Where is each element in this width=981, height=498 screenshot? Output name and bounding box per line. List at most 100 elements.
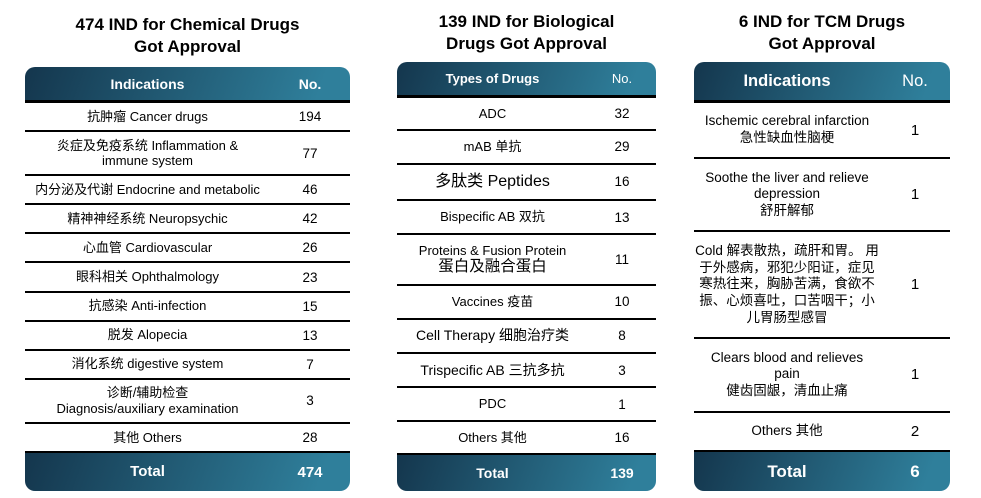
row-value: 1 — [910, 121, 920, 139]
panel-biological-drugs: 139 IND for Biological Drugs Got Approva… — [397, 0, 656, 498]
table-row: Others 其他 16 — [397, 422, 656, 456]
row-value: 15 — [302, 298, 318, 314]
row-value: 11 — [614, 251, 629, 267]
total-value: 474 — [297, 463, 323, 481]
biological-drugs-table: Types of Drugs No. ADC 32 mAB 单抗 29 多肽类 Pept… — [397, 62, 656, 491]
row-label: Proteins & Fusion Protein 蛋白及融合蛋白 — [397, 243, 588, 277]
row-value: 28 — [302, 429, 318, 445]
column-header-types-of-drugs: Types of Drugs — [445, 71, 540, 86]
row-label: Soothe the liver and relieve depression … — [705, 169, 869, 219]
row-value: 7 — [306, 356, 314, 372]
row-value: 32 — [614, 106, 630, 122]
row-value: 29 — [614, 139, 630, 155]
row-value: 10 — [614, 294, 630, 310]
total-row: Total 474 — [25, 453, 350, 491]
table-row: Bispecific AB 双抗 13 — [397, 201, 656, 235]
table-header: Indications No. — [25, 67, 350, 103]
table-row: Clears blood and relieves pain 健齿固龈，清血止痛… — [694, 339, 950, 413]
row-label: Others 其他 — [458, 429, 527, 445]
row-label: PDC — [478, 396, 507, 412]
table-row: 抗肿瘤 Cancer drugs 194 — [25, 103, 350, 133]
total-label: Total — [767, 461, 807, 481]
total-value: 139 — [610, 465, 634, 481]
column-header-indications: Indications — [110, 75, 185, 92]
table-row: Others 其他 2 — [694, 413, 950, 453]
panel-title-biological: 139 IND for Biological Drugs Got Approva… — [438, 12, 615, 53]
total-row: Total 139 — [397, 455, 656, 491]
row-label: 抗肿瘤 Cancer drugs — [87, 108, 208, 124]
table-row: Cell Therapy 细胞治疗类 8 — [397, 320, 656, 354]
row-value: 13 — [614, 209, 630, 225]
row-value: 26 — [302, 240, 318, 256]
table-row: Soothe the liver and relieve depression … — [694, 159, 950, 233]
table-row: 炎症及免疫系统 Inflammation & immune system 77 — [25, 132, 350, 177]
row-label: Vaccines 疫苗 — [451, 294, 534, 310]
row-value: 1 — [910, 366, 920, 384]
row-label: Cold 解表散热，疏肝和胃。 用于外感病，邪犯少阳证，症见寒热往来，胸胁苦满，… — [695, 242, 879, 326]
tcm-drugs-table: Indications No. Ischemic cerebral infarc… — [694, 62, 950, 491]
row-value: 13 — [302, 327, 318, 343]
row-value: 2 — [910, 422, 920, 440]
column-header-no: No. — [611, 71, 633, 86]
row-value: 1 — [910, 276, 920, 294]
row-label: 精神神经系统 Neuropsychic — [67, 211, 228, 227]
row-label: 内分泌及代谢 Endocrine and metabolic — [35, 182, 260, 198]
row-value: 8 — [618, 328, 626, 344]
row-value: 23 — [302, 269, 318, 285]
table-row: Ischemic cerebral infarction 急性缺血性脑梗 1 — [694, 103, 950, 160]
panel-title-tcm: 6 IND for TCM Drugs Got Approval — [738, 12, 906, 53]
row-label: 消化系统 digestive system — [71, 356, 224, 372]
row-label: 脱发 Alopecia — [107, 327, 188, 343]
table-row: 多肽类 Peptides 16 — [397, 165, 656, 202]
row-label: Bispecific AB 双抗 — [440, 209, 545, 225]
table-header: Types of Drugs No. — [397, 62, 656, 98]
row-label: 心血管 Cardiovascular — [82, 240, 213, 256]
row-value: 3 — [618, 362, 626, 378]
row-label-secondary: 蛋白及融合蛋白 — [438, 257, 547, 275]
row-label: 其他 Others — [113, 429, 182, 445]
row-label: Clears blood and relieves pain 健齿固龈，清血止痛 — [710, 349, 864, 399]
table-body: Ischemic cerebral infarction 急性缺血性脑梗 1 Soo… — [694, 103, 950, 453]
table-row: ADC 32 — [397, 98, 656, 132]
table-row: 内分泌及代谢 Endocrine and metabolic 46 — [25, 176, 350, 206]
row-value: 16 — [614, 174, 630, 190]
row-label: 多肽类 Peptides — [435, 172, 550, 190]
table-row: 眼科相关 Ophthalmology 23 — [25, 263, 350, 293]
row-label: Cell Therapy 细胞治疗类 — [415, 327, 569, 344]
row-value: 3 — [306, 393, 314, 409]
chemical-drugs-table: Indications No. 抗肿瘤 Cancer drugs 194 炎症及免疫… — [25, 67, 350, 491]
table-row: mAB 单抗 29 — [397, 131, 656, 165]
column-header-no: No. — [902, 71, 928, 90]
table-row: 其他 Others 28 — [25, 424, 350, 453]
row-label: ADC — [478, 105, 507, 121]
total-label: Total — [130, 463, 165, 481]
row-label: 诊断/辅助检查 Diagnosis/auxiliary examination — [56, 385, 239, 416]
table-row: 抗感染 Anti-infection 15 — [25, 293, 350, 322]
row-label: Trispecific AB 三抗多抗 — [420, 361, 565, 378]
row-label: Ischemic cerebral infarction 急性缺血性脑梗 — [704, 113, 870, 146]
table-row: Vaccines 疫苗 10 — [397, 286, 656, 320]
row-value: 1 — [910, 186, 920, 204]
panel-tcm-drugs: 6 IND for TCM Drugs Got Approval Indicat… — [694, 0, 950, 498]
column-header-indications: Indications — [743, 71, 831, 90]
table-row: 消化系统 digestive system 7 — [25, 351, 350, 380]
row-label: mAB 单抗 — [463, 139, 522, 155]
row-value: 46 — [302, 182, 318, 198]
row-value: 194 — [298, 109, 322, 125]
row-label: 炎症及免疫系统 Inflammation & immune system — [56, 137, 239, 169]
row-label: 眼科相关 Ophthalmology — [75, 269, 220, 285]
panel-chemical-drugs: 474 IND for Chemical Drugs Got Approval … — [25, 0, 350, 498]
row-value: 1 — [618, 396, 626, 412]
table-row: PDC 1 — [397, 388, 656, 422]
table-row: 诊断/辅助检查 Diagnosis/auxiliary examination 3 — [25, 380, 350, 424]
table-row: 心血管 Cardiovascular 26 — [25, 234, 350, 264]
column-header-no: No. — [298, 75, 322, 92]
table-row: 脱发 Alopecia 13 — [25, 322, 350, 351]
total-label: Total — [476, 464, 509, 481]
table-header: Indications No. — [694, 62, 950, 103]
total-row: Total 6 — [694, 452, 950, 491]
total-value: 6 — [910, 461, 920, 481]
row-label: 抗感染 Anti-infection — [88, 298, 207, 314]
row-value: 16 — [614, 429, 630, 445]
table-row: Trispecific AB 三抗多抗 3 — [397, 354, 656, 389]
